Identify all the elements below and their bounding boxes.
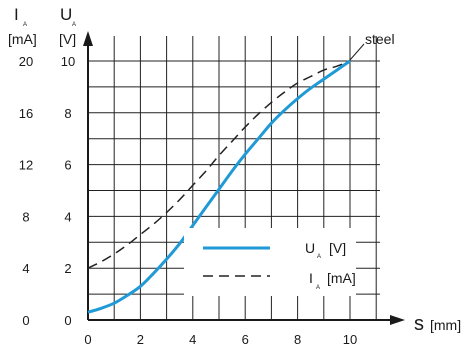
y-axis-arrow bbox=[83, 31, 93, 46]
current-tick-label: 8 bbox=[22, 209, 29, 224]
legend-current-symbol: I bbox=[309, 270, 313, 286]
legend-current-unit: [mA] bbox=[327, 270, 356, 286]
voltage-axis-unit: [V] bbox=[59, 31, 76, 47]
current-tick-label: 20 bbox=[19, 54, 33, 69]
x-tick-label: 8 bbox=[294, 332, 301, 347]
current-tick-label: 12 bbox=[19, 158, 33, 173]
legend-current-subscript: A bbox=[316, 285, 320, 291]
legend-voltage-subscript: A bbox=[317, 254, 321, 260]
steel-leader-line bbox=[349, 43, 365, 61]
x-axis-arrow bbox=[390, 315, 405, 325]
current-tick-label: 16 bbox=[19, 106, 33, 121]
voltage-tick-label: 0 bbox=[64, 313, 71, 328]
current-tick-label: 0 bbox=[22, 313, 29, 328]
voltage-tick-label: 4 bbox=[64, 209, 71, 224]
steel-annotation: steel bbox=[365, 31, 395, 47]
x-tick-label: 4 bbox=[189, 332, 196, 347]
x-axis-unit: [mm] bbox=[430, 317, 461, 333]
voltage-axis-symbol: U bbox=[60, 5, 72, 24]
legend-box bbox=[184, 228, 356, 296]
series-current-line bbox=[87, 60, 351, 269]
x-tick-label: 10 bbox=[343, 332, 357, 347]
voltage-tick-label: 2 bbox=[64, 261, 71, 276]
x-axis-symbol: s bbox=[414, 313, 424, 335]
current-axis-symbol: I bbox=[14, 5, 19, 24]
voltage-tick-label: 6 bbox=[64, 158, 71, 173]
legend-voltage-unit: [V] bbox=[329, 240, 346, 256]
x-tick-label: 6 bbox=[242, 332, 249, 347]
legend-voltage-symbol: U bbox=[305, 240, 315, 256]
voltage-tick-label: 10 bbox=[61, 54, 75, 69]
x-tick-label: 2 bbox=[137, 332, 144, 347]
voltage-axis-subscript: A bbox=[72, 22, 76, 28]
legend: U A [V] I A [mA] bbox=[184, 228, 356, 296]
tick-labels: 0 2 4 6 8 10 0 2 4 6 8 10 0 4 8 12 16 20 bbox=[19, 54, 357, 347]
current-axis-unit: [mA] bbox=[8, 31, 37, 47]
series-lines bbox=[87, 59, 351, 314]
current-tick-label: 4 bbox=[22, 261, 29, 276]
series-voltage-line bbox=[87, 59, 351, 314]
voltage-tick-label: 8 bbox=[64, 106, 71, 121]
current-axis-subscript: A bbox=[23, 22, 27, 28]
axes bbox=[83, 31, 405, 325]
x-tick-label: 0 bbox=[84, 332, 91, 347]
